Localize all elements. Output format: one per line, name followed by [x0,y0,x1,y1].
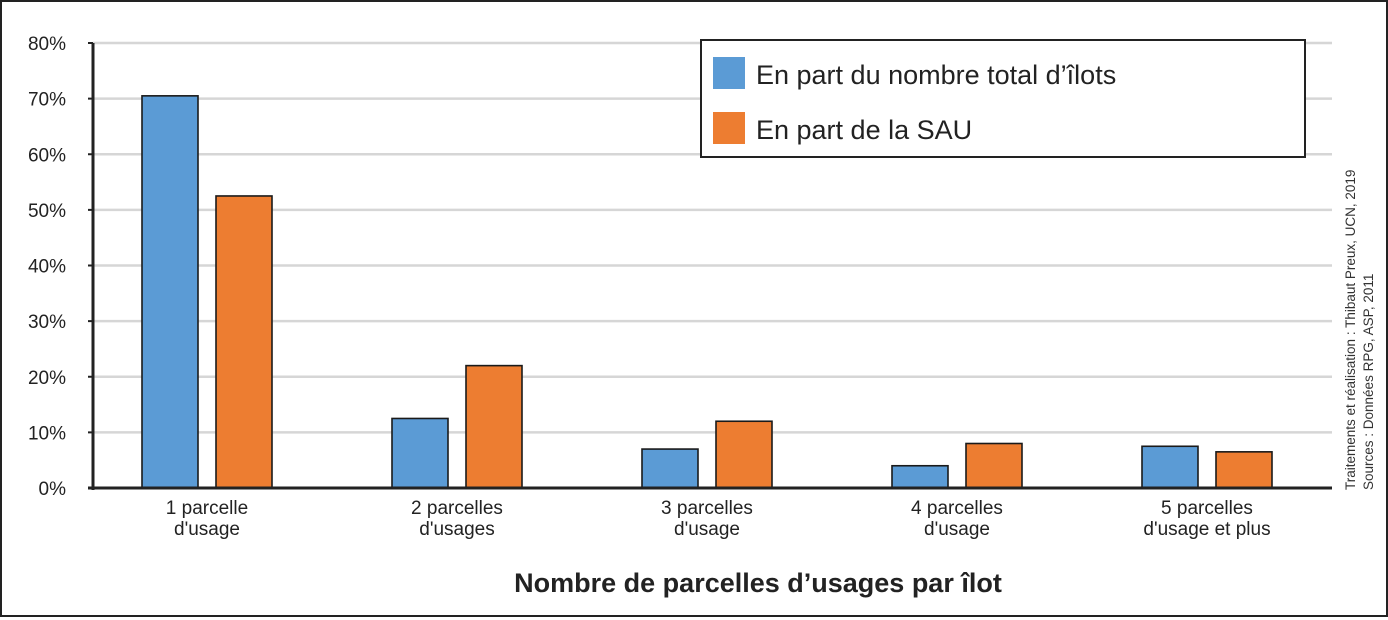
bar-ilots-4 [891,464,949,489]
x-category-label: 1 parcelle d'usage [166,498,248,540]
legend-box [700,39,1306,158]
y-tick-label: 10% [28,423,66,444]
x-category-label: 5 parcelles d'usage et plus [1143,498,1270,540]
axes [88,43,1332,490]
y-tick-label: 60% [28,145,66,166]
y-axis-ticks: 0% 10% 20% 30% 40% 50% 60% 70% 80% [28,34,93,500]
y-tick-label: 80% [28,34,66,55]
x-category-label: 3 parcelles d'usage [661,498,753,540]
bar-sau-1 [215,195,273,489]
y-tick-label: 0% [39,479,67,500]
source-credit: Traitements et réalisation : Thibaut Pre… [1343,170,1376,490]
source-line: Traitements et réalisation : Thibaut Pre… [1343,170,1358,490]
bar-ilots-5 [1141,445,1199,489]
bars [141,95,1273,489]
source-line: Sources : Données RPG, ASP, 2011 [1361,274,1376,490]
bar-ilots-1 [141,95,199,489]
x-category-label: 2 parcelles d'usages [411,498,503,540]
bar-sau-5 [1215,451,1273,489]
legend-swatch [713,57,745,89]
legend: En part du nombre total d’îlots En part d… [700,39,1306,158]
y-tick-label: 40% [28,257,66,278]
x-axis-title: Nombre de parcelles d’usages par îlot [514,568,1002,598]
x-axis-categories: 1 parcelle d'usage 2 parcelles d'usages 3 pa… [166,498,1271,540]
bar-sau-2 [465,364,523,489]
y-tick-label: 50% [28,201,66,222]
legend-swatch [713,112,745,144]
legend-label: En part du nombre total d’îlots [756,60,1116,90]
bar-sau-3 [715,420,773,489]
bar-ilots-2 [391,417,449,489]
bar-sau-4 [965,442,1023,489]
y-tick-label: 70% [28,90,66,111]
bar-ilots-3 [641,448,699,489]
x-category-label: 4 parcelles d'usage [911,498,1003,540]
y-tick-label: 20% [28,368,66,389]
legend-label: En part de la SAU [756,115,972,145]
y-tick-label: 30% [28,312,66,333]
